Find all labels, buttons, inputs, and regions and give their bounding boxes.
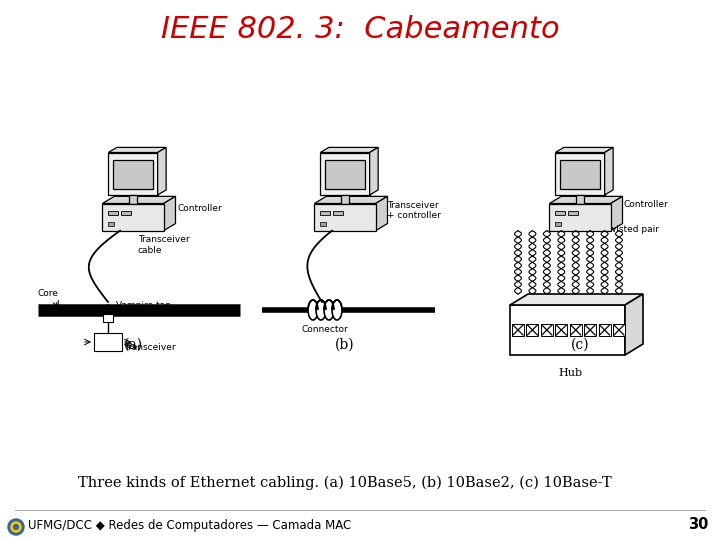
Bar (333, 211, 343, 215)
Bar (541, 324, 553, 336)
Text: Vampire tap: Vampire tap (116, 300, 171, 309)
Circle shape (14, 524, 19, 530)
Bar (584, 324, 596, 336)
Bar (315, 204, 376, 231)
Text: Hub: Hub (558, 368, 582, 378)
Bar (526, 324, 539, 336)
Polygon shape (611, 197, 623, 231)
Ellipse shape (324, 300, 334, 320)
Bar (568, 211, 578, 215)
Bar (554, 211, 564, 215)
Text: (a): (a) (123, 338, 143, 352)
Text: Core: Core (38, 289, 59, 298)
Bar (555, 324, 567, 336)
Ellipse shape (308, 300, 318, 320)
Text: Transceiver: Transceiver (124, 342, 176, 352)
Circle shape (8, 519, 24, 535)
Bar (560, 160, 600, 189)
Bar (549, 204, 611, 231)
Polygon shape (320, 147, 378, 152)
Bar (129, 195, 138, 204)
Bar (554, 222, 562, 226)
Bar (102, 204, 163, 231)
Polygon shape (108, 147, 166, 152)
Polygon shape (315, 197, 387, 204)
Polygon shape (376, 197, 387, 231)
Text: Controller: Controller (623, 200, 667, 209)
Text: Twisted pair: Twisted pair (605, 226, 659, 234)
Bar (114, 160, 153, 189)
Polygon shape (555, 147, 613, 152)
Text: (b): (b) (336, 338, 355, 352)
Bar (320, 152, 369, 195)
Text: Transceiver
cable: Transceiver cable (138, 235, 189, 255)
Text: (c): (c) (571, 338, 589, 352)
Bar (555, 152, 605, 195)
Bar (598, 324, 611, 336)
Polygon shape (605, 147, 613, 195)
Bar (512, 324, 524, 336)
Text: Three kinds of Ethernet cabling. (a) 10Base5, (b) 10Base2, (c) 10Base-T: Three kinds of Ethernet cabling. (a) 10B… (78, 476, 612, 490)
Text: UFMG/DCC ◆ Redes de Computadores — Camada MAC: UFMG/DCC ◆ Redes de Computadores — Camad… (28, 519, 351, 532)
Bar (510, 305, 625, 355)
Bar (320, 222, 326, 226)
Bar (325, 160, 364, 189)
Bar (107, 211, 117, 215)
Bar (576, 195, 584, 204)
Polygon shape (369, 147, 378, 195)
Text: Connector: Connector (302, 326, 348, 334)
Polygon shape (163, 197, 176, 231)
Bar (108, 152, 158, 195)
Bar (613, 324, 625, 336)
Polygon shape (510, 294, 643, 305)
Bar (570, 324, 582, 336)
Bar (94, 333, 122, 351)
Text: IEEE 802. 3:  Cabeamento: IEEE 802. 3: Cabeamento (161, 16, 559, 44)
Text: 30: 30 (688, 517, 708, 532)
Polygon shape (158, 147, 166, 195)
Text: Controller: Controller (178, 204, 222, 213)
Text: Transceiver
+ controller: Transceiver + controller (387, 201, 441, 220)
Ellipse shape (332, 300, 342, 320)
Circle shape (11, 522, 21, 532)
Polygon shape (549, 197, 623, 204)
Bar (107, 222, 114, 226)
Bar (320, 211, 330, 215)
Bar (103, 314, 113, 322)
Polygon shape (625, 294, 643, 355)
Ellipse shape (316, 300, 326, 320)
Bar (121, 211, 131, 215)
Bar (341, 195, 349, 204)
Polygon shape (102, 197, 176, 204)
